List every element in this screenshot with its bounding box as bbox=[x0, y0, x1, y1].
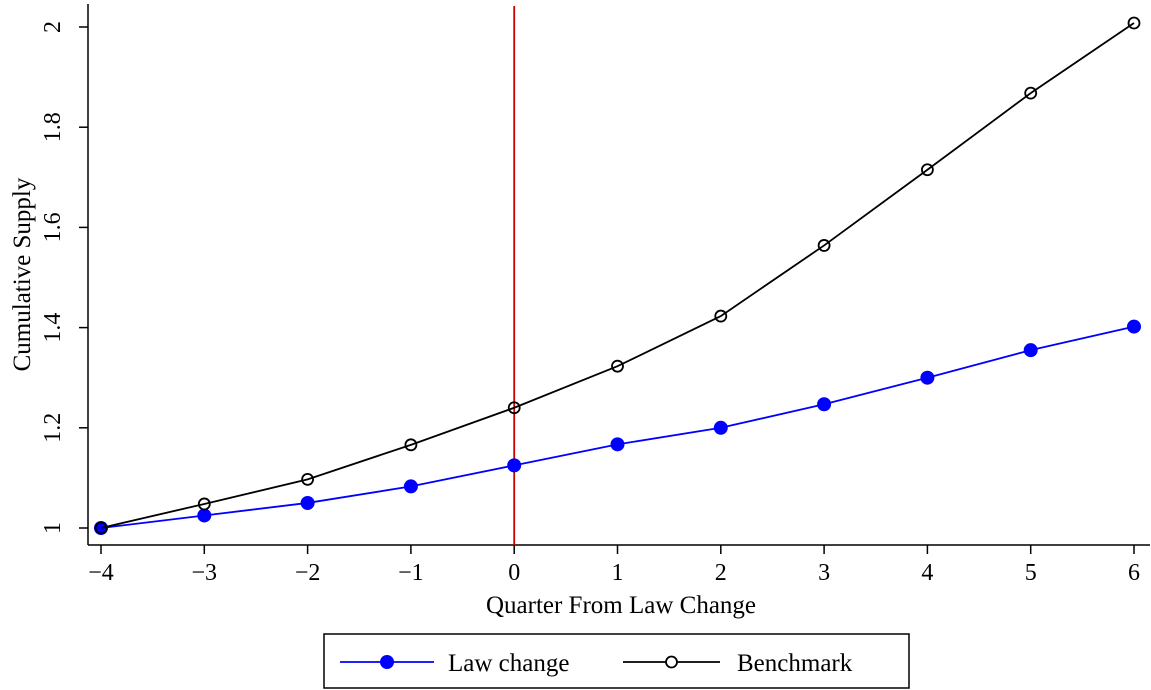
data-point bbox=[197, 497, 211, 511]
x-tick-label: −1 bbox=[398, 560, 424, 586]
legend-items: Law change Benchmark bbox=[340, 650, 853, 677]
y-axis-title: Cumulative Supply bbox=[9, 177, 36, 371]
series-law-change bbox=[94, 319, 1141, 535]
data-point bbox=[610, 437, 625, 452]
data-point bbox=[817, 397, 832, 412]
series-layer bbox=[94, 16, 1141, 535]
legend-label: Benchmark bbox=[737, 650, 853, 677]
y-tick-label: 1.8 bbox=[40, 112, 66, 142]
data-point bbox=[1024, 86, 1038, 100]
legend-label: Law change bbox=[448, 650, 569, 677]
legend-item-law-change: Law change bbox=[340, 650, 569, 677]
x-tick-label: −4 bbox=[88, 560, 114, 586]
data-point bbox=[1023, 343, 1038, 358]
data-point bbox=[1127, 319, 1141, 334]
y-tick-label: 1.4 bbox=[40, 313, 66, 343]
x-tick-label: 1 bbox=[612, 560, 624, 586]
y-tick-label: 2 bbox=[40, 21, 66, 33]
legend-box bbox=[323, 633, 910, 689]
x-tick-label: 2 bbox=[715, 560, 727, 586]
data-point bbox=[1127, 16, 1141, 30]
legend: Law change Benchmark bbox=[323, 633, 910, 689]
y-tick-label: 1.6 bbox=[40, 212, 66, 242]
data-point bbox=[507, 401, 521, 415]
data-point bbox=[921, 163, 934, 177]
series-line bbox=[100, 22, 1135, 529]
axis-layer: −4 −3 −2 −1 0 1 2 3 4 5 6 1 1.2 1.4 1.6 1.8 2 bbox=[40, 21, 1140, 586]
data-point bbox=[403, 479, 418, 494]
plot-frame bbox=[87, 4, 1150, 546]
series-benchmark bbox=[94, 16, 1141, 535]
y-tick-label: 1.2 bbox=[40, 413, 66, 443]
data-point bbox=[300, 495, 315, 510]
x-tick-label: 6 bbox=[1128, 560, 1140, 586]
x-tick-label: −3 bbox=[192, 560, 218, 586]
data-point bbox=[611, 359, 624, 373]
x-tick-label: 0 bbox=[508, 560, 520, 586]
legend-item-benchmark: Benchmark bbox=[623, 650, 853, 677]
data-point bbox=[920, 370, 935, 385]
data-point bbox=[197, 508, 212, 523]
data-point bbox=[817, 239, 831, 252]
data-point bbox=[714, 309, 728, 323]
x-tick-label: 3 bbox=[818, 560, 830, 586]
data-point bbox=[94, 521, 108, 535]
data-point bbox=[301, 473, 315, 486]
series-line bbox=[100, 325, 1135, 529]
y-tick-label: 1 bbox=[40, 522, 66, 534]
x-tick-label: 4 bbox=[921, 560, 933, 586]
data-point bbox=[404, 438, 418, 452]
data-point bbox=[713, 420, 728, 435]
x-tick-label: −2 bbox=[295, 560, 321, 586]
x-axis-title: Quarter From Law Change bbox=[486, 592, 756, 619]
x-tick-label: 5 bbox=[1025, 560, 1037, 586]
legend-swatch-marker bbox=[665, 655, 678, 669]
data-point bbox=[507, 458, 522, 473]
legend-swatch-marker bbox=[380, 655, 394, 669]
